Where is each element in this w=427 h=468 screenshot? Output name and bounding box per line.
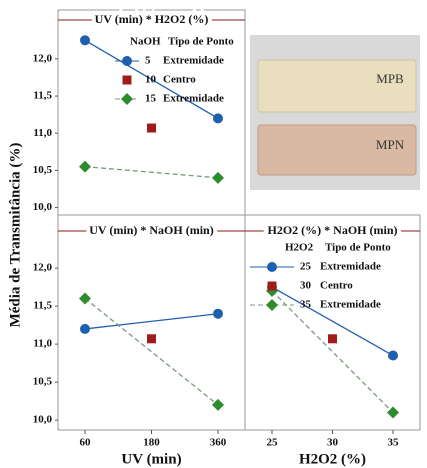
panel-title: H2O2 (%) * NaOH (min) — [268, 223, 398, 237]
series-line — [84, 298, 219, 406]
series-line — [271, 286, 394, 357]
x-tick-label: 35 — [388, 437, 400, 449]
y-axis-label: Média de Transmitância (%) — [7, 143, 23, 328]
x-axis-label: H2O2 (%) — [299, 451, 366, 467]
panel-frame — [57, 214, 246, 431]
data-point — [213, 308, 223, 319]
legend-marker — [122, 75, 132, 85]
y-tick-label: 12,0 — [33, 52, 53, 64]
data-point — [212, 171, 224, 184]
legend-label: Centro — [320, 280, 353, 292]
data-point — [80, 35, 90, 46]
legend-title: Tipo de Ponto — [325, 242, 391, 254]
legend-label: Extremidade — [163, 93, 224, 105]
data-point — [387, 406, 399, 419]
photo: MPB MPN — [250, 35, 420, 190]
legend-label: 15 — [145, 93, 157, 105]
data-point — [212, 398, 224, 411]
x-axis-label: UV (min) — [121, 451, 181, 467]
panel-title: UV (min) * H2O2 (%) — [95, 12, 209, 26]
legend-marker — [122, 56, 132, 66]
y-tick-label: 10,5 — [33, 376, 53, 388]
photo-label: MPB — [376, 71, 404, 86]
legend-label: Extremidade — [320, 261, 381, 273]
y-tick-label: 11,5 — [33, 90, 52, 102]
series-line — [271, 290, 394, 413]
legend-marker — [267, 262, 277, 272]
panel-title: UV (min) * NaOH (min) — [89, 223, 213, 237]
data-point — [328, 334, 337, 344]
data-point — [79, 292, 91, 305]
y-tick-label: 11,0 — [33, 127, 52, 139]
series-line — [84, 166, 219, 179]
data-point — [79, 160, 91, 173]
legend-title: NaOH — [130, 36, 161, 48]
legend-marker — [266, 299, 278, 311]
x-tick-label: 180 — [143, 437, 160, 449]
photo-label: MPN — [376, 137, 405, 152]
y-tick-label: 11,0 — [33, 338, 52, 350]
data-point — [388, 350, 398, 361]
legend-marker — [121, 93, 133, 105]
legend-label: 5 — [145, 55, 151, 67]
data-point — [147, 334, 156, 344]
legend-label: 25 — [300, 261, 312, 273]
legend-title: Tipo de Ponto — [168, 36, 234, 48]
y-tick-label: 10,0 — [33, 201, 53, 213]
series-line — [84, 313, 219, 330]
legend-label: Extremidade — [163, 55, 224, 67]
y-tick-label: 10,0 — [33, 414, 53, 426]
x-tick-label: 25 — [267, 437, 279, 449]
x-tick-label: 30 — [327, 437, 339, 449]
data-point — [147, 123, 156, 133]
wood-strip — [257, 59, 417, 113]
legend-label: 30 — [300, 280, 312, 292]
y-tick-label: 12,0 — [33, 262, 53, 274]
data-point — [80, 323, 90, 334]
legend-marker — [267, 281, 277, 291]
y-tick-label: 10,5 — [33, 164, 53, 176]
x-tick-label: 360 — [210, 437, 227, 449]
legend-title: H2O2 — [285, 242, 314, 254]
legend-label: Extremidade — [320, 299, 381, 311]
x-tick-label: 60 — [80, 437, 92, 449]
series-line — [84, 39, 219, 119]
legend-label: Centro — [163, 74, 196, 86]
wood-strip — [257, 124, 417, 176]
legend-label: 10 — [145, 74, 157, 86]
y-tick-label: 11,5 — [33, 300, 52, 312]
data-point — [213, 113, 223, 124]
legend-label: 35 — [300, 299, 312, 311]
